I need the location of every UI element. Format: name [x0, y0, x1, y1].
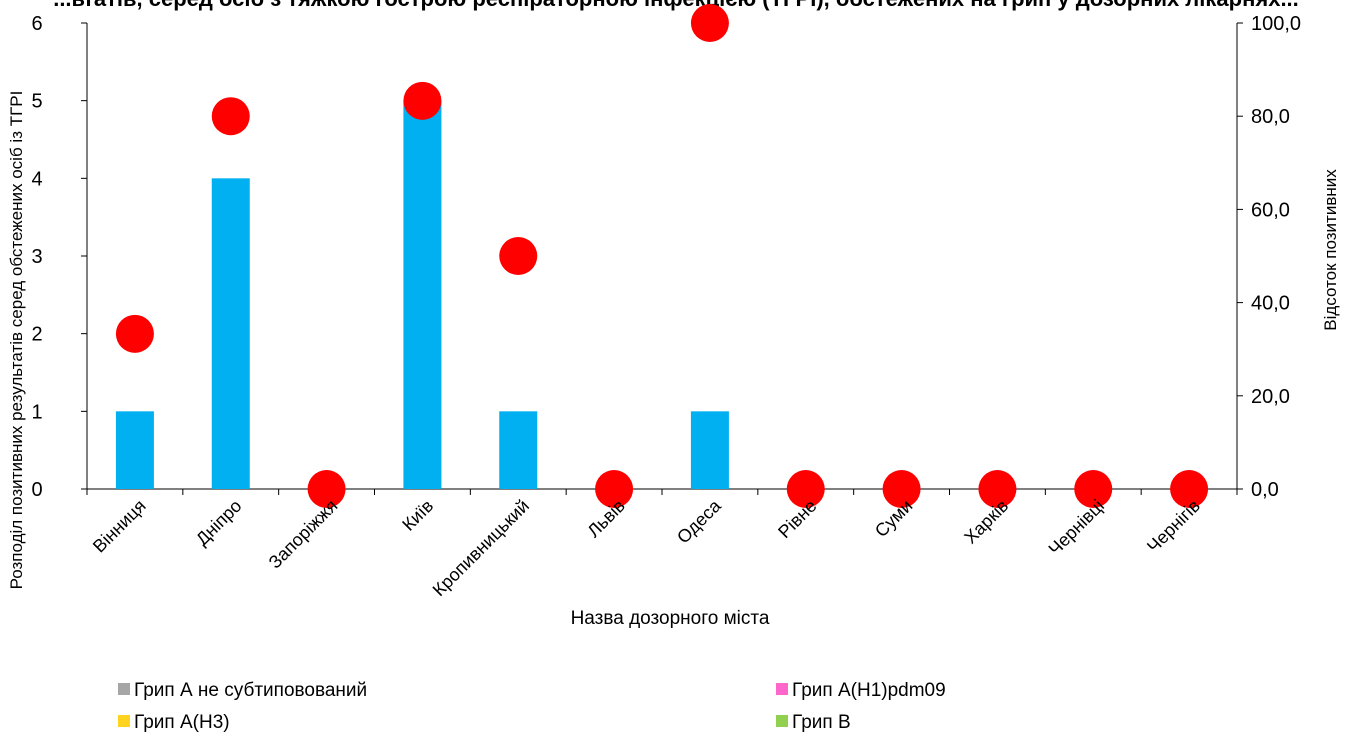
category-label: Запоріжжя — [265, 496, 342, 573]
category-label: Чернівці — [1045, 496, 1109, 560]
percent-point — [1170, 470, 1209, 508]
y2-tick-label: 100,0 — [1251, 13, 1301, 35]
y2-tick-label: 20,0 — [1251, 386, 1290, 408]
percent-point — [211, 97, 250, 136]
category-label: Кропивницький — [429, 496, 533, 600]
legend-label: Грип А(H1)pdm09 — [792, 680, 946, 701]
legend-swatch — [118, 683, 130, 695]
y2-tick-label: 60,0 — [1251, 199, 1290, 221]
y2-tick-label: 40,0 — [1251, 293, 1290, 315]
percent-point — [403, 81, 442, 120]
percent-point — [595, 470, 634, 508]
category-label: Київ — [398, 496, 437, 535]
y2-tick-label: 80,0 — [1251, 106, 1290, 128]
percent-point — [690, 4, 729, 42]
y-axis-title: Розподіл позитивних результатів серед об… — [7, 91, 26, 590]
percent-point — [115, 314, 154, 353]
percent-point — [786, 470, 825, 508]
legend: Грип А не субтиповований Грип А(H1)pdm09 Г… — [118, 680, 946, 733]
y-tick-label: 2 — [31, 324, 42, 346]
bar-Одеса — [690, 411, 729, 489]
chart-title: ...ьтатів, серед осіб з тяжкою гострою р… — [53, 0, 1299, 11]
percent-point — [882, 470, 921, 508]
percent-point — [499, 237, 538, 275]
percent-point — [978, 470, 1017, 508]
y2-tick-label: 0,0 — [1251, 479, 1279, 501]
y-tick-label: 3 — [31, 246, 42, 268]
category-label: Вінниця — [89, 496, 150, 557]
bar-Вінниця — [115, 411, 154, 489]
y-tick-label: 5 — [31, 91, 42, 113]
category-label: Одеса — [673, 495, 725, 547]
y2-axis-title: Відсоток позитивних — [1321, 169, 1340, 331]
legend-label: Грип А(H3) — [134, 712, 230, 733]
legend-swatch — [118, 715, 130, 727]
y-tick-label: 1 — [31, 401, 42, 423]
y-tick-label: 4 — [31, 168, 42, 190]
y-tick-label: 0 — [31, 479, 42, 501]
legend-label: Грип В — [792, 712, 851, 733]
category-label: Дніпро — [192, 496, 246, 550]
category-label: Чернігів — [1143, 496, 1204, 557]
percent-point — [1074, 470, 1113, 508]
legend-label: Грип А не субтиповований — [134, 680, 367, 701]
bar-Київ — [403, 100, 442, 490]
y-tick-label: 6 — [31, 13, 42, 35]
x-axis-title: Назва дозорного міста — [571, 608, 770, 629]
legend-swatch — [776, 715, 788, 727]
bar-Кропивницький — [499, 411, 538, 489]
legend-swatch — [776, 683, 788, 695]
bar-Дніпро — [211, 178, 250, 490]
percent-point — [307, 470, 346, 508]
